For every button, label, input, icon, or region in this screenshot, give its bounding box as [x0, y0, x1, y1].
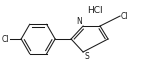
Text: N: N [76, 17, 82, 26]
Text: Cl: Cl [2, 35, 9, 44]
Text: Cl: Cl [121, 12, 129, 21]
Text: S: S [84, 52, 89, 61]
Text: HCl: HCl [87, 6, 103, 15]
